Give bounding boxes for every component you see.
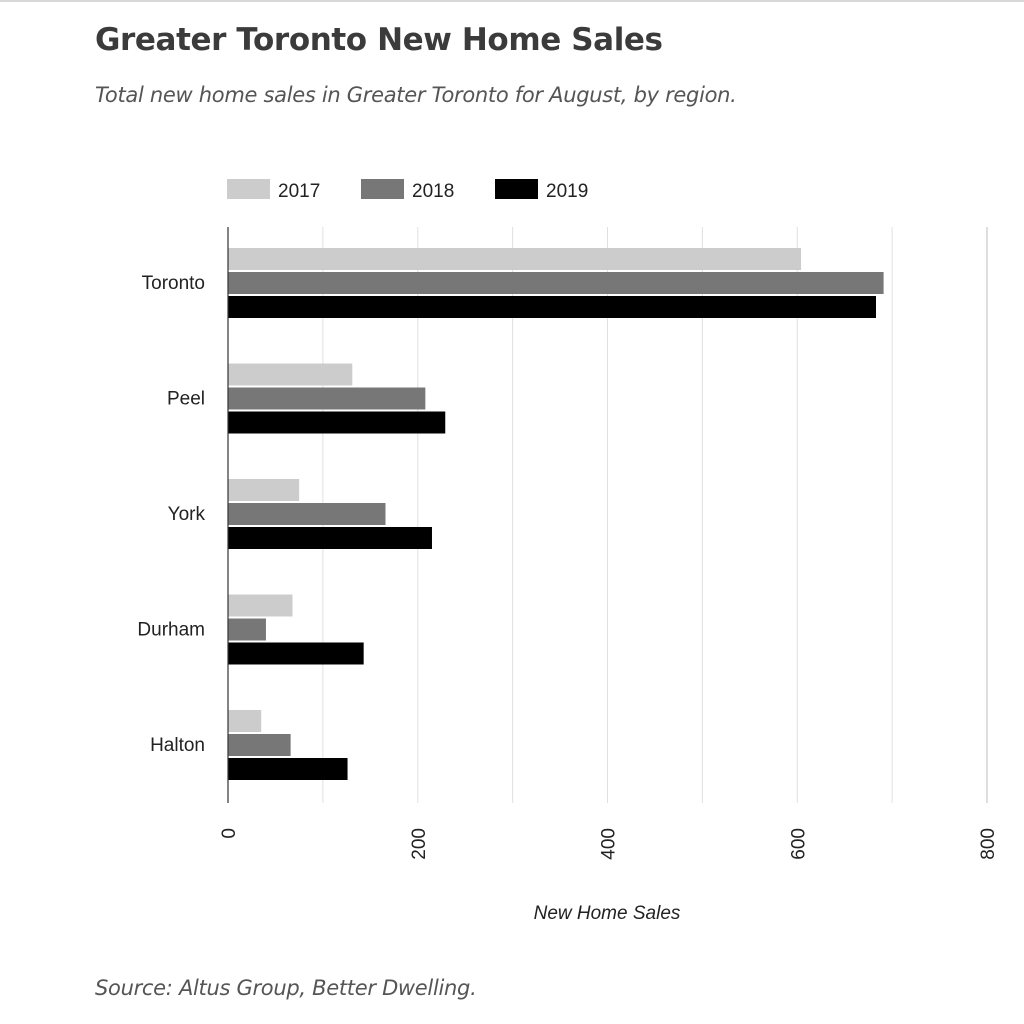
bar-durham-2019 xyxy=(228,642,364,665)
bar-toronto-2017 xyxy=(228,248,802,270)
x-tick-label: 400 xyxy=(599,828,620,860)
bar-york-2017 xyxy=(228,479,300,501)
bar-toronto-2019 xyxy=(228,296,876,318)
legend-label: 2017 xyxy=(278,181,320,202)
legend: 2017 2018 2019 xyxy=(227,179,588,202)
bar-halton-2017 xyxy=(228,710,262,732)
category-label: Halton xyxy=(150,735,205,756)
x-axis-label: New Home Sales xyxy=(534,903,681,924)
source-note: Source: Altus Group, Better Dwelling. xyxy=(95,976,477,1000)
bar-durham-2017 xyxy=(228,594,293,617)
bar-durham-2018 xyxy=(228,618,266,641)
chart-title: Greater Toronto New Home Sales xyxy=(95,22,663,58)
bar-peel-2019 xyxy=(228,411,446,434)
bar-halton-2019 xyxy=(228,758,348,780)
category-label: Toronto xyxy=(142,273,205,294)
bars xyxy=(228,248,884,780)
bar-york-2019 xyxy=(228,527,432,549)
legend-swatch-2019 xyxy=(495,179,538,199)
x-tick-label: 600 xyxy=(788,828,809,860)
x-tick-label: 0 xyxy=(219,828,240,839)
gridlines xyxy=(322,227,988,803)
category-label: Peel xyxy=(167,389,205,410)
category-label: Durham xyxy=(137,620,205,641)
legend-swatch-2018 xyxy=(361,179,404,199)
chart-subtitle: Total new home sales in Greater Toronto … xyxy=(95,83,737,107)
bar-peel-2018 xyxy=(228,387,426,410)
bar-peel-2017 xyxy=(228,363,353,386)
x-tick-label: 800 xyxy=(978,828,999,860)
bar-york-2018 xyxy=(228,503,386,525)
top-border xyxy=(0,0,1024,2)
bar-toronto-2018 xyxy=(228,272,884,294)
bar-halton-2018 xyxy=(228,734,291,756)
category-label: York xyxy=(168,504,206,525)
legend-label: 2018 xyxy=(412,181,454,202)
legend-swatch-2017 xyxy=(227,179,270,199)
x-tick-label: 200 xyxy=(409,828,430,860)
legend-label: 2019 xyxy=(546,181,588,202)
axes: Toronto Peel York Durham Halton 0 200 400 600 800 xyxy=(137,227,999,860)
